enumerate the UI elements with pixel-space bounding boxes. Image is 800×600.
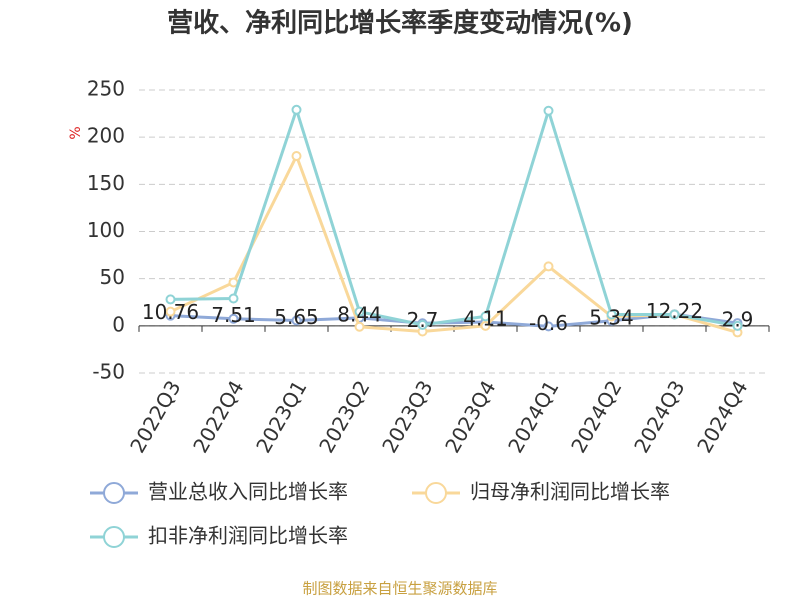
data-point <box>291 151 302 162</box>
data-point <box>543 321 554 332</box>
x-tick-label: 2022Q3 <box>125 376 185 457</box>
data-point <box>480 311 491 322</box>
series-line <box>170 104 738 328</box>
y-tick-label: 0 <box>112 312 125 336</box>
x-tick-label: 2024Q3 <box>629 376 689 457</box>
data-point <box>606 309 617 320</box>
data-point <box>417 319 428 330</box>
y-tick-label: -50 <box>92 360 125 384</box>
data-point <box>732 320 743 331</box>
data-label: 5.34 <box>589 305 634 329</box>
data-point <box>354 306 365 317</box>
y-tick-label: 150 <box>87 171 125 195</box>
data-point <box>165 306 176 317</box>
y-tick-label: 250 <box>87 77 125 101</box>
data-label: 8.44 <box>337 302 382 326</box>
legend-marker <box>103 482 125 504</box>
y-tick-label: 50 <box>100 265 125 289</box>
data-label: 5.65 <box>274 305 319 329</box>
data-point <box>291 315 302 326</box>
data-label: 7.51 <box>211 303 256 327</box>
data-label: 2.9 <box>722 308 754 332</box>
data-point <box>228 277 239 288</box>
y-tick-label: 100 <box>87 218 125 242</box>
data-point <box>354 321 365 332</box>
data-point <box>543 105 554 116</box>
data-point <box>291 104 302 115</box>
data-label: 12.22 <box>646 299 703 323</box>
x-tick-label: 2024Q1 <box>503 376 563 457</box>
data-label: 10.76 <box>142 300 199 324</box>
y-tick-label: 200 <box>87 124 125 148</box>
footer: 制图数据来自恒生聚源数据库 <box>302 580 497 598</box>
x-tick-label: 2023Q2 <box>314 376 374 457</box>
legend-label: 归母净利润同比增长率 <box>470 480 670 504</box>
x-tick-label: 2023Q3 <box>377 376 437 457</box>
x-tick-label: 2023Q1 <box>251 376 311 457</box>
data-label: -0.6 <box>529 311 568 335</box>
series-line <box>170 312 738 328</box>
data-point <box>228 293 239 304</box>
data-point <box>480 320 491 331</box>
legend-label: 扣非净利润同比增长率 <box>148 524 348 548</box>
chart-title: 营收、净利同比增长率季度变动情况(%) <box>167 8 633 39</box>
data-label: 2.7 <box>407 308 439 332</box>
x-tick-label: 2024Q2 <box>566 376 626 457</box>
y-axis-label: % <box>68 126 84 139</box>
data-point <box>543 261 554 272</box>
x-tick-label: 2022Q4 <box>188 376 248 457</box>
data-point <box>228 313 239 324</box>
legend-marker <box>425 482 447 504</box>
legend-label: 营业总收入同比增长率 <box>148 480 348 504</box>
data-point <box>669 309 680 320</box>
legend-marker <box>103 526 125 548</box>
x-tick-label: 2023Q4 <box>440 376 500 457</box>
data-point <box>165 294 176 305</box>
data-label: 4.11 <box>463 306 508 330</box>
x-tick-label: 2024Q4 <box>692 376 752 457</box>
